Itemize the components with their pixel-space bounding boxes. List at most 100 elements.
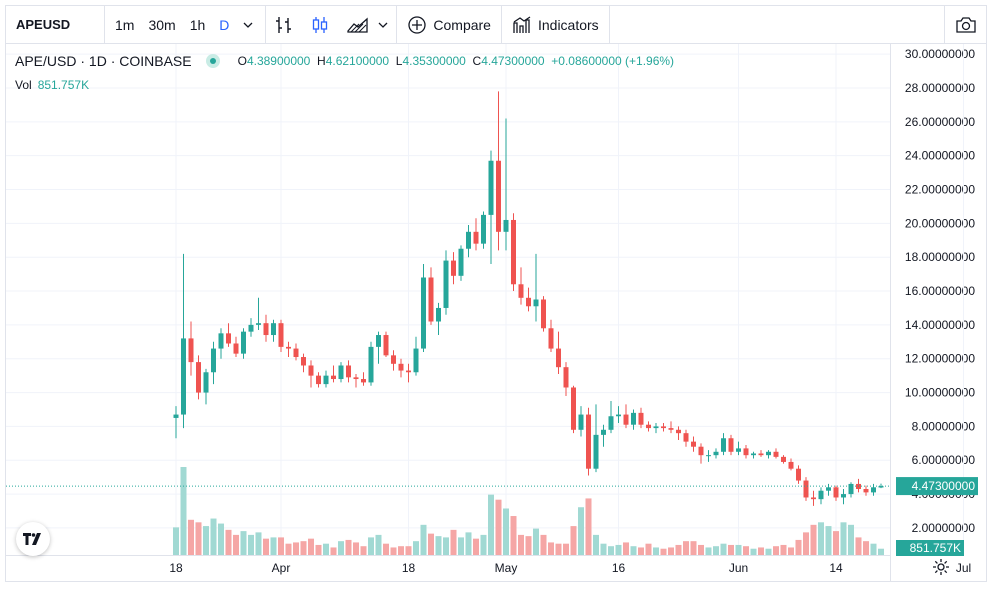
volume-bar [518,534,524,555]
candle-body [541,299,546,329]
price-tick-label: 12.00000000 [905,352,975,366]
candle-body [421,277,426,349]
candle-body [631,412,636,425]
volume-bar [263,538,269,555]
candle-body [488,160,494,215]
open-value: 4.38900000 [246,54,311,68]
candle-body [811,497,816,500]
time-tick-label: Jun [729,561,748,575]
volume-bar [728,544,734,555]
candle-body [698,446,704,456]
volume-bar [428,533,434,555]
market-status-icon[interactable] [205,54,220,68]
volume-bar [458,537,464,555]
open-key: O [237,54,247,68]
volume-bar [698,544,704,555]
candle-body [518,284,524,298]
top-toolbar: APEUSD 1m 30m 1h D Compare Indicators [6,5,986,44]
last-volume-badge [896,540,964,556]
candle-body [676,429,681,434]
candle-style-button[interactable] [302,6,338,44]
volume-bar [420,524,427,555]
volume-bar [383,543,389,555]
candle-body [593,434,599,469]
candle-body [818,490,824,500]
candle-body [848,483,854,495]
candle-body [571,387,576,430]
candle-body [398,363,404,371]
volume-bar [180,467,187,555]
compare-button[interactable]: Compare [397,6,501,44]
candle-body [638,412,644,425]
price-tick-label: 2.00000000 [912,521,976,535]
bar-style-button[interactable] [266,6,302,44]
price-chart[interactable]: 2.000000004.000000006.000000008.00000000… [6,6,986,581]
volume-bar [540,534,547,555]
volume-bar [863,541,869,555]
candle-body [466,231,471,249]
volume-bar [525,536,532,555]
volume-bar [360,546,367,555]
volume-bar [270,537,277,555]
indicators-label: Indicators [537,16,599,33]
candle-body [368,346,374,383]
candle-body [338,365,344,380]
candle-body [788,461,794,469]
volume-bar [218,523,224,555]
price-tick-label: 24.00000000 [905,149,975,163]
volume-bar [735,544,742,555]
candle-body [586,414,591,469]
volume-bar [473,538,479,555]
candle-body [833,487,839,498]
interval-1h[interactable]: 1h [189,16,206,33]
candle-body [211,348,216,373]
chevron-down-icon[interactable] [378,20,388,30]
candle-body [233,343,239,354]
candle-body [331,375,336,380]
volume-bar [510,516,517,555]
candle-body [413,348,419,373]
snapshot-button[interactable] [944,6,986,44]
volume-bar [870,543,877,555]
candle-body [863,489,869,493]
volume-bar [795,539,802,555]
tradingview-logo[interactable] [16,522,50,556]
candle-body [316,375,321,385]
bars-chart-icon [276,16,292,33]
candle-body [706,455,711,457]
legend-title[interactable]: APE/USD · 1D · COINBASE [15,53,192,69]
volume-bar [563,543,569,555]
low-key: L [395,54,403,68]
volume-bar [353,542,359,555]
candle-body [623,414,629,425]
candle-body [173,414,179,418]
volume-key: Vol [15,78,32,92]
high-value: 4.62100000 [325,54,390,68]
candle-body [428,277,434,322]
interval-1m[interactable]: 1m [115,16,135,33]
chevron-down-icon[interactable] [243,20,253,30]
settings-gear-icon[interactable] [932,558,950,576]
symbol-search-button[interactable]: APEUSD [6,5,105,44]
volume-bar [293,542,299,555]
area-style-button[interactable] [338,6,396,44]
volume-bar [608,546,614,555]
volume-bar [833,531,839,555]
price-tick-label: 6.00000000 [912,453,976,467]
volume-bar [683,541,689,555]
candle-body [188,338,194,363]
price-tick-label: 30.00000000 [905,47,975,61]
volume-bar [195,522,202,555]
candle-body [293,348,299,358]
volume-bar [233,534,239,555]
price-tick-label: 28.00000000 [905,81,975,95]
volume-bar [818,522,824,555]
candle-body [263,323,269,336]
volume-bar [345,539,352,555]
indicators-button[interactable]: Indicators [502,6,609,44]
interval-30m[interactable]: 30m [148,16,176,33]
time-tick-label: Apr [272,561,291,575]
volume-bar [720,543,727,555]
volume-bar [765,548,772,555]
interval-1d[interactable]: D [219,16,230,33]
